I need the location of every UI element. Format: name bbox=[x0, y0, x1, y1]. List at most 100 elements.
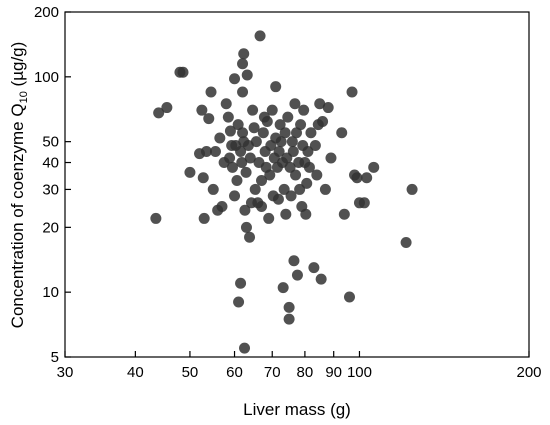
data-point bbox=[302, 146, 314, 158]
data-point bbox=[283, 313, 295, 325]
y-tick-label: 20 bbox=[42, 219, 59, 236]
data-point bbox=[257, 127, 269, 139]
data-point bbox=[224, 152, 236, 164]
x-tick-label: 80 bbox=[297, 364, 314, 381]
data-point bbox=[368, 161, 380, 173]
data-point bbox=[205, 86, 217, 98]
data-point bbox=[282, 111, 294, 123]
data-point bbox=[291, 269, 303, 281]
data-point bbox=[250, 136, 262, 148]
data-point bbox=[238, 48, 250, 60]
data-point bbox=[277, 282, 289, 294]
data-point bbox=[295, 119, 307, 131]
data-point bbox=[239, 204, 251, 216]
data-point bbox=[336, 127, 348, 139]
data-point bbox=[358, 197, 370, 209]
data-point bbox=[216, 200, 228, 212]
data-point bbox=[272, 193, 284, 205]
data-point bbox=[203, 113, 215, 125]
data-point bbox=[184, 166, 196, 178]
y-tick-label: 40 bbox=[42, 155, 59, 172]
data-point bbox=[309, 139, 321, 151]
data-point bbox=[256, 175, 268, 187]
data-point bbox=[224, 125, 236, 137]
data-point bbox=[301, 177, 313, 189]
data-point bbox=[290, 169, 302, 181]
x-tick-label: 30 bbox=[57, 364, 74, 381]
data-point bbox=[231, 175, 243, 187]
data-point bbox=[261, 116, 273, 128]
data-point bbox=[264, 169, 276, 181]
data-point bbox=[248, 122, 260, 134]
data-point bbox=[274, 119, 286, 131]
data-point bbox=[232, 119, 244, 131]
data-point bbox=[220, 98, 232, 110]
data-point bbox=[298, 104, 310, 116]
data-point bbox=[226, 161, 238, 173]
data-point bbox=[319, 183, 331, 195]
data-point bbox=[229, 73, 241, 85]
data-point bbox=[317, 116, 329, 128]
data-point bbox=[343, 291, 355, 303]
data-point bbox=[241, 69, 253, 81]
data-point bbox=[237, 86, 249, 98]
data-points bbox=[150, 30, 418, 354]
data-point bbox=[247, 104, 259, 116]
data-point bbox=[300, 208, 312, 220]
data-point bbox=[177, 66, 189, 78]
data-point bbox=[289, 98, 301, 110]
data-point bbox=[235, 277, 247, 289]
data-point bbox=[209, 146, 221, 158]
y-tick-label: 5 bbox=[51, 349, 59, 366]
data-point bbox=[286, 136, 298, 148]
data-point bbox=[270, 81, 282, 93]
data-point bbox=[207, 183, 219, 195]
data-point bbox=[244, 231, 256, 243]
data-point bbox=[406, 183, 418, 195]
data-point bbox=[290, 127, 302, 139]
data-point bbox=[214, 132, 226, 144]
x-axis-title: Liver mass (g) bbox=[243, 400, 351, 419]
data-point bbox=[222, 111, 234, 123]
data-point bbox=[314, 98, 326, 110]
data-point bbox=[279, 127, 291, 139]
data-point bbox=[196, 104, 208, 116]
data-point bbox=[244, 152, 256, 164]
plot-frame bbox=[64, 11, 530, 358]
data-point bbox=[263, 212, 275, 224]
x-tick-label: 40 bbox=[127, 364, 144, 381]
data-point bbox=[237, 58, 249, 70]
data-point bbox=[197, 172, 209, 184]
x-tick-label: 60 bbox=[226, 364, 243, 381]
data-point bbox=[256, 200, 268, 212]
data-point bbox=[361, 172, 373, 184]
data-point bbox=[239, 342, 251, 354]
data-point bbox=[236, 157, 248, 169]
data-point bbox=[283, 301, 295, 313]
data-point bbox=[285, 190, 297, 202]
data-point bbox=[198, 212, 210, 224]
data-point bbox=[240, 166, 252, 178]
data-point bbox=[233, 296, 245, 308]
data-point bbox=[275, 136, 287, 148]
data-point bbox=[305, 127, 317, 139]
data-point bbox=[273, 146, 285, 158]
data-point bbox=[322, 102, 334, 114]
y-tick-label: 30 bbox=[42, 181, 59, 198]
data-point bbox=[161, 102, 173, 114]
x-tick-label: 90 bbox=[325, 364, 342, 381]
data-point bbox=[284, 161, 296, 173]
y-tick-label: 50 bbox=[42, 134, 59, 151]
data-point bbox=[266, 104, 278, 116]
y-axis-title-main: Concentration of coenzyme Q bbox=[8, 103, 27, 328]
data-point bbox=[346, 86, 358, 98]
data-point bbox=[254, 30, 266, 42]
data-point bbox=[278, 183, 290, 195]
data-point bbox=[338, 208, 350, 220]
data-point bbox=[229, 190, 241, 202]
data-point bbox=[351, 172, 363, 184]
x-tick-label: 200 bbox=[516, 364, 541, 381]
data-point bbox=[325, 152, 337, 164]
data-point bbox=[311, 169, 323, 181]
data-point bbox=[280, 208, 292, 220]
